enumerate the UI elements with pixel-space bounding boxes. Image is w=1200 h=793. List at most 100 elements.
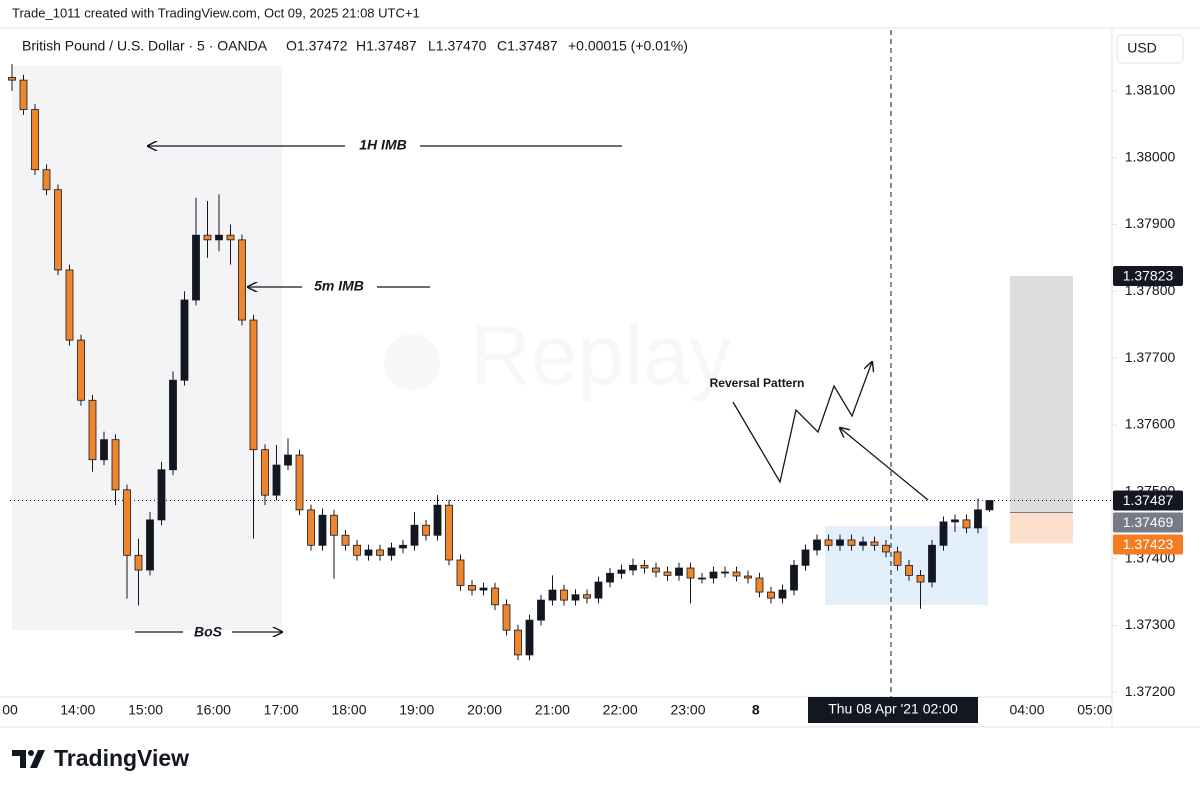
y-tick-label: 1.37200 — [1125, 683, 1176, 699]
change: +0.00015 (+0.01%) — [568, 38, 688, 54]
candle-body — [387, 547, 396, 556]
candle-body — [42, 169, 51, 191]
candle-body — [847, 539, 856, 546]
x-tick-label: 14:00 — [60, 702, 95, 718]
watermark-text: Replay — [470, 308, 731, 402]
candle-body — [824, 539, 833, 546]
candle-body — [157, 469, 166, 521]
candle-body — [686, 567, 695, 579]
candle-body — [284, 454, 292, 466]
x-tick-label: 04:00 — [1009, 702, 1044, 718]
candle-body — [525, 619, 534, 656]
y-tick-label: 1.37700 — [1125, 349, 1176, 365]
candle-body — [939, 521, 948, 546]
candle-body — [433, 504, 442, 536]
x-tick-label: 19:00 — [399, 702, 434, 718]
y-tick-label: 1.37800 — [1125, 282, 1176, 298]
annotation: 5m IMB — [314, 278, 364, 294]
plot: 1.38100 1.38000 1.37900 1.37800 1.37700 1.376… — [2, 64, 1183, 718]
candle-body — [422, 524, 430, 536]
candle-body — [146, 519, 154, 571]
candle-body — [859, 541, 867, 546]
stop-zone — [1010, 512, 1073, 544]
candle-body — [65, 269, 74, 341]
candle-body — [663, 571, 672, 576]
candle-body — [893, 551, 902, 566]
candle-body — [88, 399, 97, 461]
candle-body — [307, 509, 315, 546]
candle-body — [330, 514, 338, 536]
currency[interactable]: USD — [1127, 40, 1157, 56]
price-label: 1.37487 — [1123, 492, 1174, 508]
candle-body — [261, 449, 269, 496]
candle-body — [364, 549, 373, 556]
y-tick-label: 1.38000 — [1125, 148, 1176, 164]
price-label-box — [1113, 265, 1183, 286]
candle-body — [479, 587, 488, 591]
brand: TradingView — [54, 745, 189, 771]
price-label-box — [1113, 512, 1183, 533]
candle-body — [353, 544, 361, 556]
annotation: BoS — [194, 624, 223, 640]
x-tick-label: 8 — [752, 702, 760, 718]
x-tick-label: 18:00 — [331, 702, 366, 718]
candle-body — [19, 79, 28, 110]
price-label-box — [1113, 490, 1183, 511]
candle-body — [77, 339, 85, 401]
y-tick-label: 1.37300 — [1125, 616, 1176, 632]
candle-body — [445, 504, 453, 561]
candle-body — [951, 519, 959, 523]
candle-body — [341, 534, 350, 546]
candle-body — [744, 575, 752, 579]
x-tick-label: 17:00 — [264, 702, 299, 718]
price-label: 1.37423 — [1123, 536, 1174, 552]
ohlc-low: L1.37470 — [428, 38, 487, 54]
candle-body — [502, 604, 511, 631]
candle-body — [203, 234, 212, 241]
candle-body — [560, 589, 568, 601]
candle-body — [698, 577, 706, 580]
candle-body — [928, 544, 936, 583]
currency-button[interactable] — [1116, 34, 1184, 64]
candle-body — [709, 571, 718, 579]
price-label: 1.37823 — [1123, 268, 1174, 284]
candle-body — [882, 544, 890, 553]
candle-body — [456, 559, 465, 586]
x-tick-label: 22:00 — [603, 702, 638, 718]
watermark-icon — [384, 334, 440, 390]
candle-body — [491, 587, 499, 606]
candle-body — [571, 594, 580, 601]
candle-body — [962, 519, 971, 529]
price-label-box — [1113, 534, 1183, 555]
candle-body — [675, 567, 683, 576]
x-tick-label: 05:00 — [1077, 702, 1112, 718]
price-label: 1.37469 — [1123, 514, 1174, 530]
crosshair-label-box — [808, 697, 978, 723]
candle-body — [548, 589, 557, 601]
annotation: 1H IMB — [359, 137, 406, 153]
candle-body — [905, 564, 913, 576]
candle-body — [295, 454, 304, 511]
crosshair-label: Thu 08 Apr '21 02:00 — [828, 701, 958, 717]
logo-icon — [12, 750, 45, 768]
candle-body — [376, 549, 384, 556]
annotation: Reversal Pattern — [710, 376, 805, 390]
candle-body — [594, 581, 603, 599]
y-tick-label: 1.37900 — [1125, 215, 1176, 231]
x-tick-label: 23:00 — [670, 702, 705, 718]
candle-body — [272, 464, 281, 496]
candle-body — [629, 564, 637, 571]
candle-body — [111, 439, 120, 491]
candle-body — [790, 564, 798, 591]
credit: Trade_1011 created with TradingView.com,… — [12, 5, 420, 20]
candle-body — [100, 439, 108, 461]
candle-body — [767, 591, 775, 599]
x-tick-label: 20:00 — [467, 702, 502, 718]
candle-body — [169, 379, 177, 471]
ohlc-high: H1.37487 — [356, 38, 417, 54]
candle-body — [123, 489, 131, 556]
candle-body — [318, 514, 327, 546]
candle-body — [778, 589, 787, 599]
ohlc-open: O1.37472 — [286, 38, 348, 54]
